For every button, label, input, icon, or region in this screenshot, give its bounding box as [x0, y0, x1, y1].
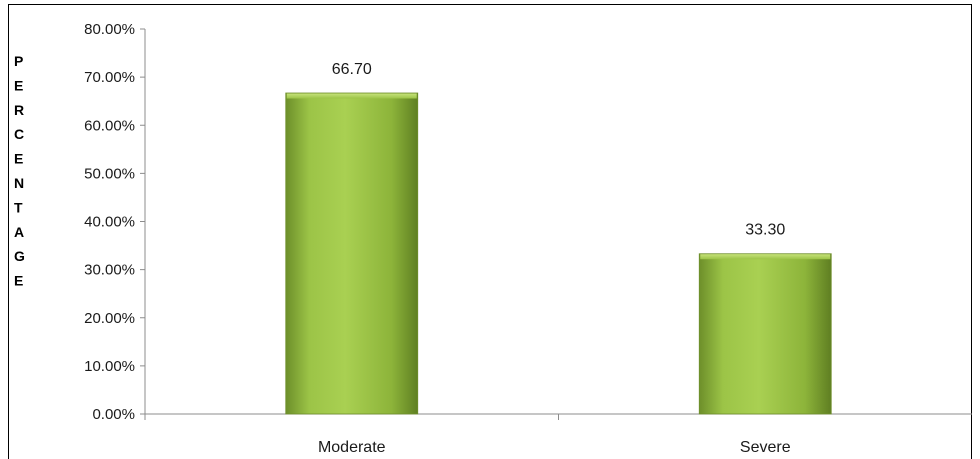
data-labels: 66.70 33.30: [332, 61, 786, 239]
bars: [285, 92, 832, 415]
data-label: 33.30: [745, 222, 785, 239]
y-tick-label: 70.00%: [84, 69, 135, 86]
y-tick-label: 40.00%: [84, 214, 135, 231]
x-axis: [144, 413, 972, 420]
category-labels: Moderate Severe: [318, 439, 791, 456]
y-tick-label: 60.00%: [84, 117, 135, 134]
y-tick-label: 20.00%: [84, 310, 135, 327]
bar-top-bevel: [700, 254, 831, 260]
x-tick-label: Severe: [740, 439, 791, 456]
y-tick-label: 10.00%: [84, 358, 135, 375]
data-label: 66.70: [332, 61, 372, 78]
bar-severe: [698, 253, 832, 415]
x-tick-label: Moderate: [318, 439, 386, 456]
y-tick-label: 80.00%: [84, 21, 135, 38]
y-tick-label: 30.00%: [84, 262, 135, 279]
y-tick-label: 50.00%: [84, 165, 135, 182]
bar-top-bevel: [286, 93, 417, 99]
y-axis: 0.00% 10.00% 20.00% 30.00% 40.00% 50.00% 60.00…: [84, 21, 146, 423]
bar-moderate: [285, 92, 419, 415]
y-tick-label: 0.00%: [92, 406, 135, 423]
